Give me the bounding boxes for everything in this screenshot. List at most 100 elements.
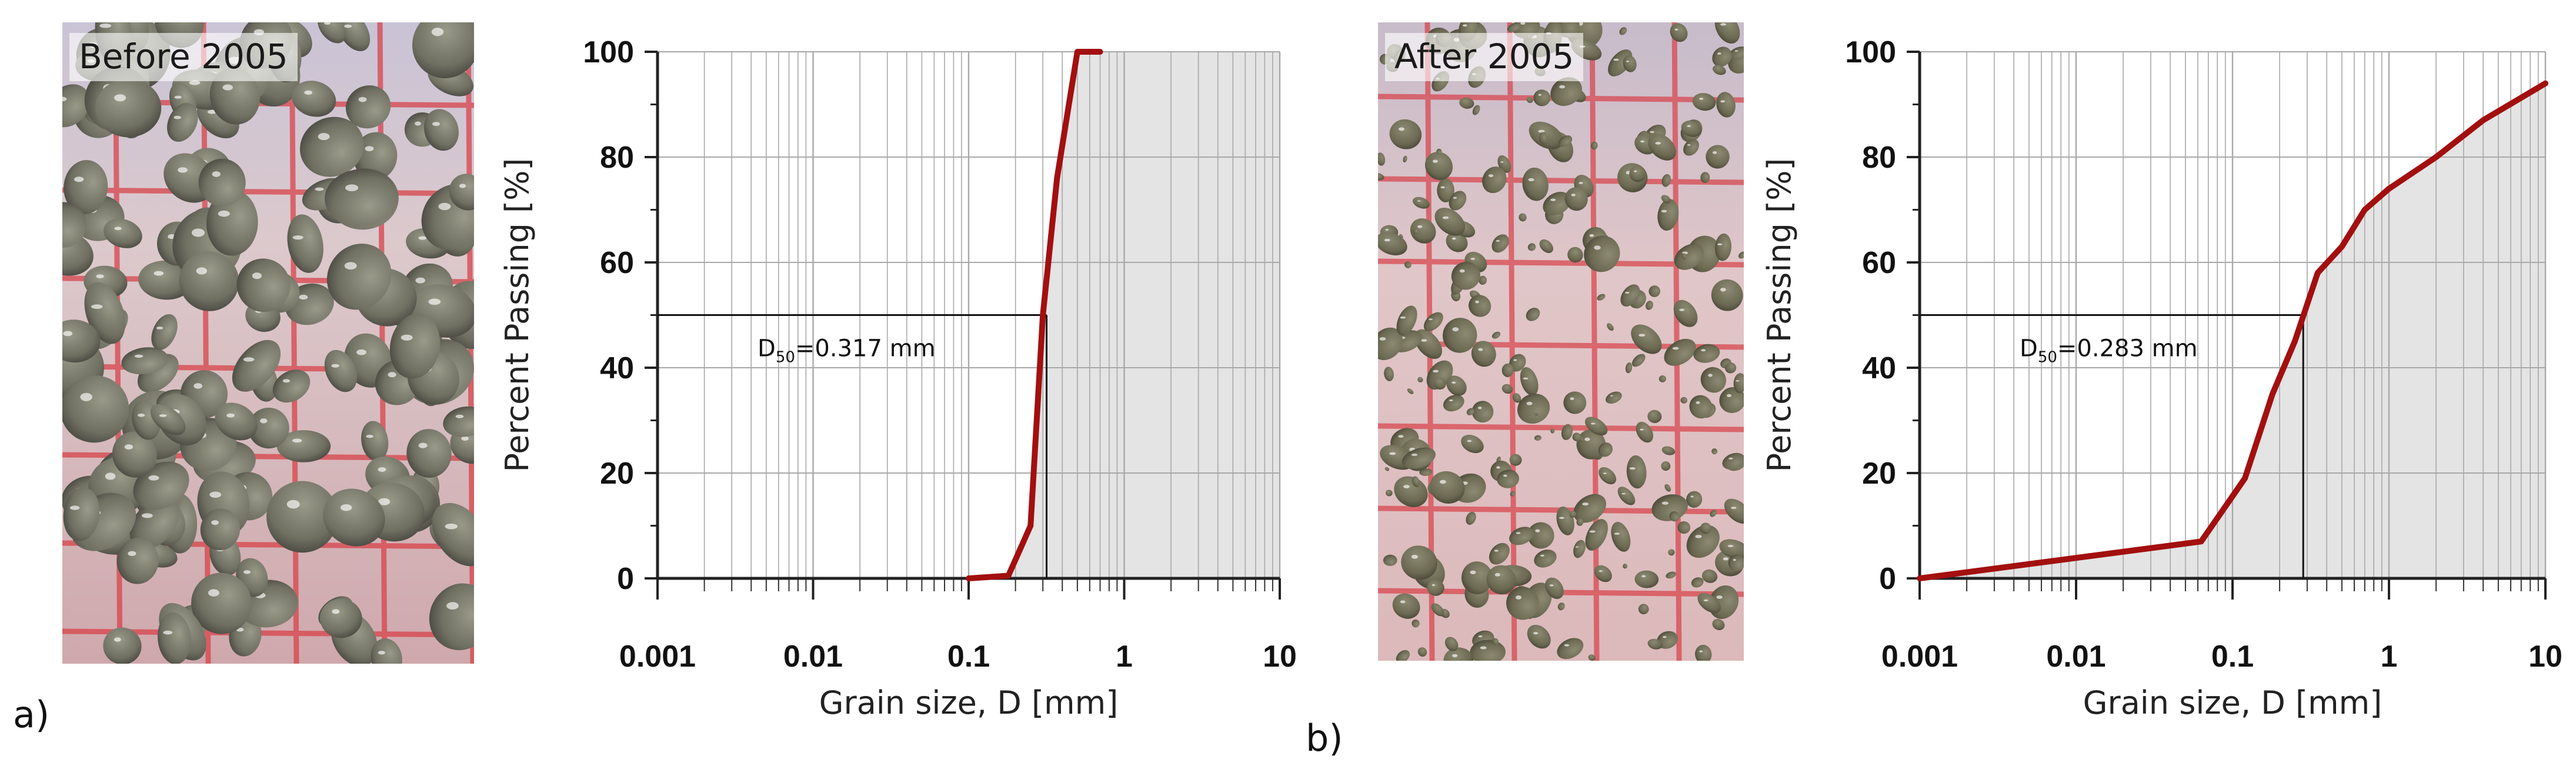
sand-grain (371, 638, 402, 664)
sand-grain (1617, 487, 1636, 505)
grain-highlight (1550, 198, 1556, 201)
d50-label: D50=0.317 mm (758, 335, 936, 367)
x-tick-label: 0.01 (783, 640, 843, 674)
sand-grain (1384, 467, 1390, 471)
sand-grain (1646, 301, 1653, 310)
sand-grain (62, 230, 94, 276)
sand-grain (1691, 577, 1704, 588)
sand-grain (1469, 295, 1491, 317)
y-tick-label: 20 (600, 457, 634, 491)
grain-highlight (74, 177, 84, 182)
sand-grain (1510, 491, 1516, 497)
grain-highlight (196, 267, 208, 275)
sand-grain (1661, 446, 1676, 455)
sand-grain (336, 22, 371, 52)
y-tick-label: 0 (617, 562, 634, 596)
grain-highlight (1452, 327, 1459, 332)
sand-grain (1446, 231, 1468, 252)
grain-highlight (1650, 131, 1654, 134)
sand-grain (116, 537, 159, 584)
grain-highlight (432, 122, 440, 126)
sand-grain (1700, 522, 1711, 534)
sand-grain (1539, 239, 1554, 253)
grain-highlight (80, 392, 92, 401)
grain-highlight (1613, 58, 1619, 61)
sand-grain (1576, 429, 1606, 460)
grain-highlight (1726, 394, 1732, 398)
x-tick-label: 0.001 (619, 640, 696, 674)
sand-grain (1677, 521, 1691, 534)
grain-highlight (331, 364, 339, 368)
sand-grain (1711, 279, 1743, 311)
sand-grain (1407, 388, 1414, 394)
grain-photo-before (62, 22, 474, 664)
sand-grain (326, 244, 392, 310)
grain-highlight (173, 115, 181, 119)
sand-grain (1584, 235, 1620, 272)
sand-grain (1659, 375, 1666, 382)
sand-grain (443, 406, 474, 437)
grain-highlight (1459, 269, 1465, 273)
sand-grain (1459, 97, 1474, 109)
grain-highlight (446, 602, 459, 610)
grain-highlight (1535, 529, 1540, 532)
x-axis-label: Grain size, D [mm] (2083, 684, 2383, 721)
sand-grain (1534, 435, 1541, 441)
grain-highlight (1629, 467, 1636, 470)
sand-grain (1412, 619, 1420, 628)
sand-grain (1611, 522, 1631, 552)
grain-highlight (366, 434, 373, 438)
grain-highlight (344, 262, 357, 270)
sand-grain (1378, 172, 1384, 181)
sand-grain (432, 502, 474, 567)
grain-highlight (438, 202, 451, 211)
grain-highlight (1695, 534, 1702, 538)
sand-grain (1619, 27, 1627, 35)
grain-highlight (1559, 85, 1566, 89)
grain-highlight (1526, 401, 1533, 405)
sand-grain (1680, 397, 1687, 404)
grain-highlight (1661, 209, 1667, 212)
sand-grain (1426, 360, 1453, 390)
grain-highlight (1589, 234, 1594, 237)
sand-grain (112, 431, 157, 478)
y-axis-label: Percent Passing [%] (1761, 158, 1798, 472)
grain-highlight (292, 235, 303, 240)
grain-highlight (1687, 144, 1691, 146)
grain-highlight (343, 24, 352, 28)
sand-grain (1533, 89, 1551, 106)
panel-label-b: b) (1306, 717, 1343, 760)
grain-highlight (1417, 225, 1423, 228)
sand-grain (1424, 152, 1453, 181)
d50-label: D50=0.283 mm (2020, 335, 2198, 367)
sand-grain (103, 627, 142, 664)
grain-highlight (128, 551, 136, 557)
grain-highlight (1503, 474, 1507, 477)
sand-grain (206, 189, 258, 256)
grain-highlight (1614, 532, 1620, 535)
grain-highlight (418, 236, 427, 240)
sand-grain (1712, 65, 1726, 75)
sand-grain (1606, 391, 1622, 404)
grain-highlight (1470, 258, 1475, 260)
sand-grain (1664, 338, 1696, 366)
sand-grain (1573, 540, 1586, 558)
grain-highlight (1599, 570, 1603, 572)
sand-grain (1588, 654, 1596, 661)
sand-grain (1384, 367, 1394, 381)
sand-grain (1412, 476, 1420, 488)
sand-grain (1501, 363, 1514, 377)
grid-line (289, 22, 299, 664)
photo-caption: After 2005 (1385, 33, 1584, 81)
grain-highlight (1540, 554, 1545, 557)
grain-highlight (304, 90, 313, 95)
sand-grain (1430, 471, 1465, 504)
grain-highlight (148, 475, 159, 481)
sand-grain (1550, 77, 1582, 106)
sand-grain (1419, 468, 1433, 476)
sand-grain (1695, 644, 1712, 661)
grain-highlight (1634, 170, 1637, 172)
sand-grain (1461, 561, 1493, 594)
grain-highlight (1494, 550, 1499, 552)
